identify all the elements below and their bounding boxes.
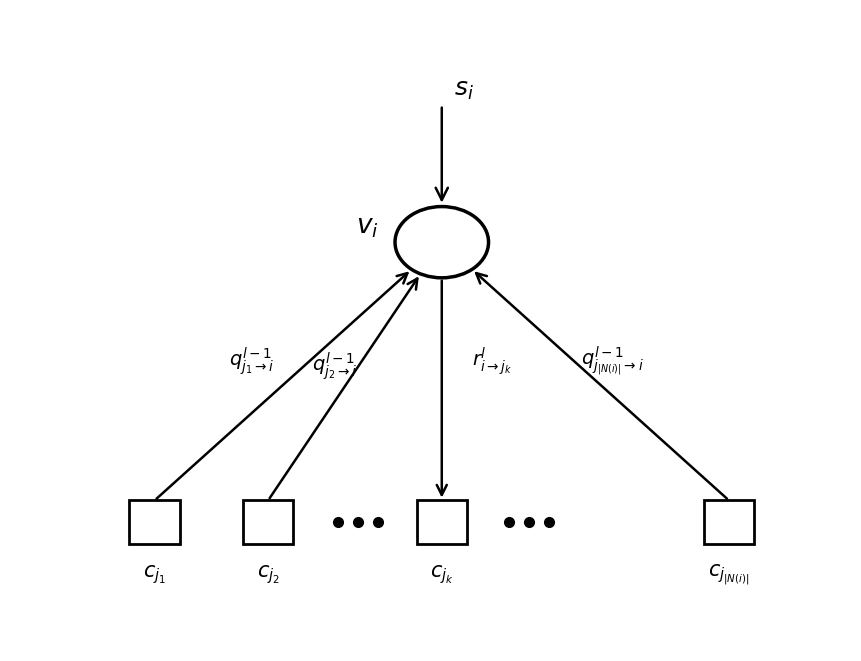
Text: $s_i$: $s_i$: [453, 78, 473, 102]
FancyBboxPatch shape: [416, 500, 467, 544]
FancyBboxPatch shape: [703, 500, 753, 544]
Text: $q^{l-1}_{j_2 \rightarrow i}$: $q^{l-1}_{j_2 \rightarrow i}$: [312, 350, 357, 382]
Text: $c_{j_1}$: $c_{j_1}$: [143, 563, 166, 586]
Text: $c_{j_k}$: $c_{j_k}$: [430, 563, 453, 586]
FancyBboxPatch shape: [129, 500, 179, 544]
Text: $q^{l-1}_{j_1 \rightarrow i}$: $q^{l-1}_{j_1 \rightarrow i}$: [228, 345, 274, 377]
Text: $v_i$: $v_i$: [356, 215, 378, 241]
Text: $c_{j_{|N(i)|}}$: $c_{j_{|N(i)|}}$: [708, 563, 749, 587]
Circle shape: [394, 206, 488, 278]
Text: $q^{l-1}_{j_{|N(i)|} \rightarrow i}$: $q^{l-1}_{j_{|N(i)|} \rightarrow i}$: [580, 344, 643, 378]
FancyBboxPatch shape: [243, 500, 293, 544]
Text: $r^{l}_{i \rightarrow j_k}$: $r^{l}_{i \rightarrow j_k}$: [471, 345, 511, 377]
Text: $c_{j_2}$: $c_{j_2}$: [257, 563, 279, 586]
